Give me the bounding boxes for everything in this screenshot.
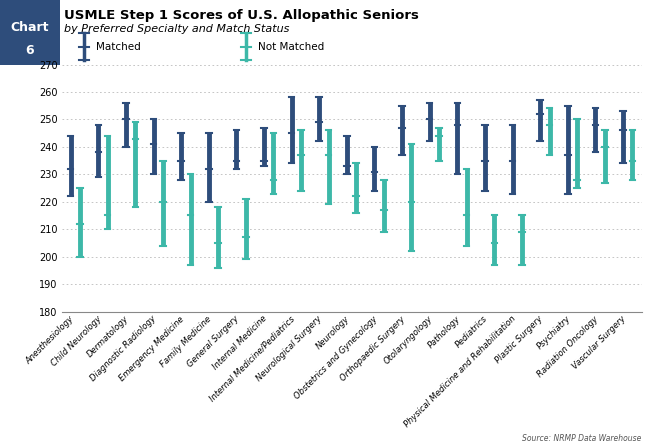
Text: Source: NRMP Data Warehouse: Source: NRMP Data Warehouse xyxy=(522,434,642,443)
Text: Matched: Matched xyxy=(96,42,141,52)
Text: USMLE Step 1 Scores of U.S. Allopathic Seniors: USMLE Step 1 Scores of U.S. Allopathic S… xyxy=(64,9,419,22)
Text: Not Matched: Not Matched xyxy=(258,42,324,52)
Text: Chart: Chart xyxy=(10,20,49,34)
Text: by Preferred Specialty and Match Status: by Preferred Specialty and Match Status xyxy=(64,24,289,34)
Text: 6: 6 xyxy=(25,44,34,57)
